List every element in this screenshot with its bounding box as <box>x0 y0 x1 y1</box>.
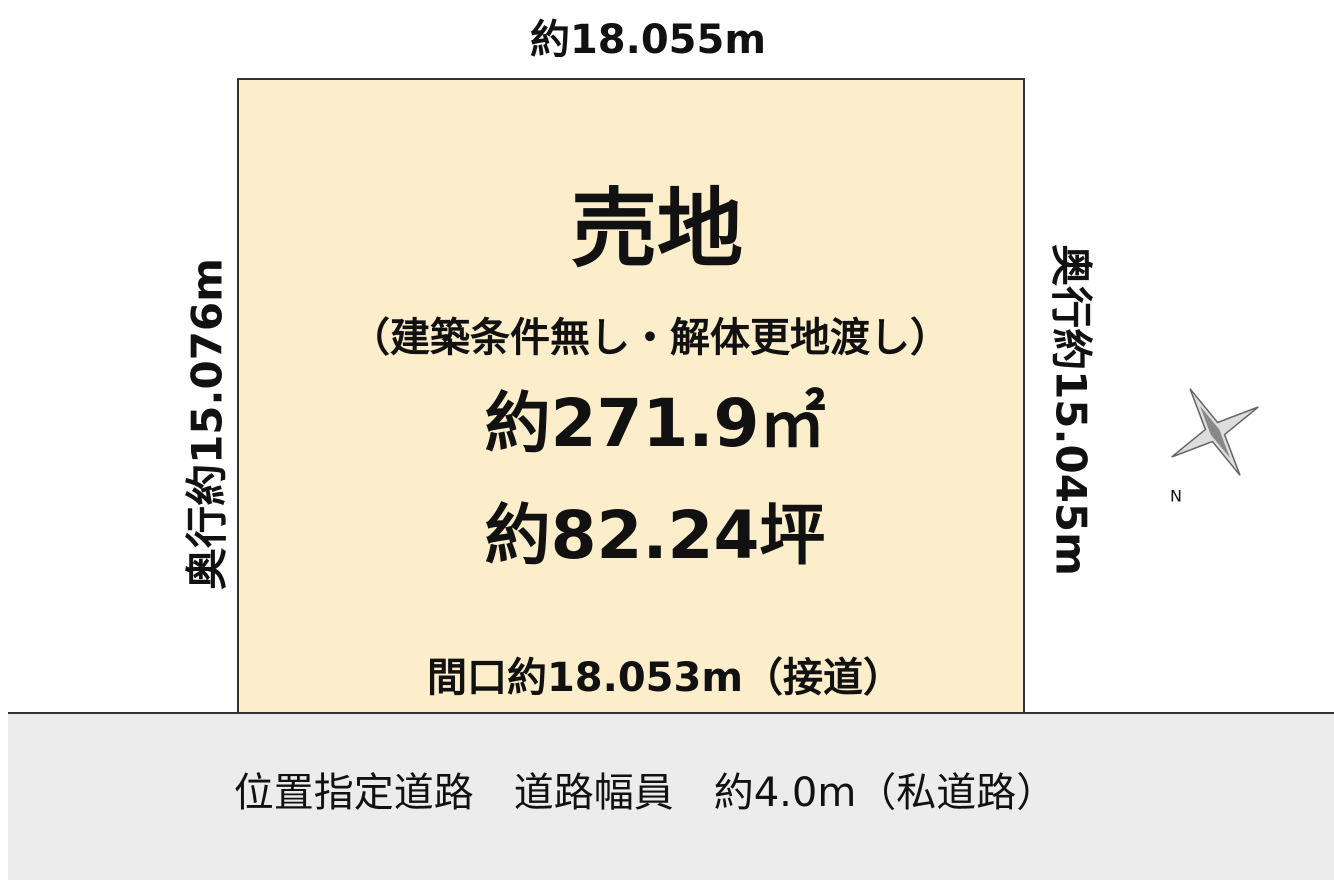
title: 売地 <box>571 179 743 279</box>
left-depth: 奥行約15.076m <box>183 258 232 590</box>
road <box>8 713 1334 880</box>
road-label: 位置指定道路 道路幅員 約4.0m（私道路） <box>234 770 1057 816</box>
condition: （建築条件無し・解体更地渡し） <box>350 315 950 361</box>
area-tsubo: 約82.24坪 <box>485 497 826 574</box>
compass-n: N <box>1170 487 1182 506</box>
area-sqm: 約271.9㎡ <box>485 385 826 462</box>
top-width: 約18.055m <box>530 17 766 63</box>
compass <box>1171 388 1259 476</box>
plot <box>237 78 1025 714</box>
right-depth: 奥行約15.045m <box>1047 244 1096 576</box>
frontage: 間口約18.053m（接道） <box>427 655 903 701</box>
